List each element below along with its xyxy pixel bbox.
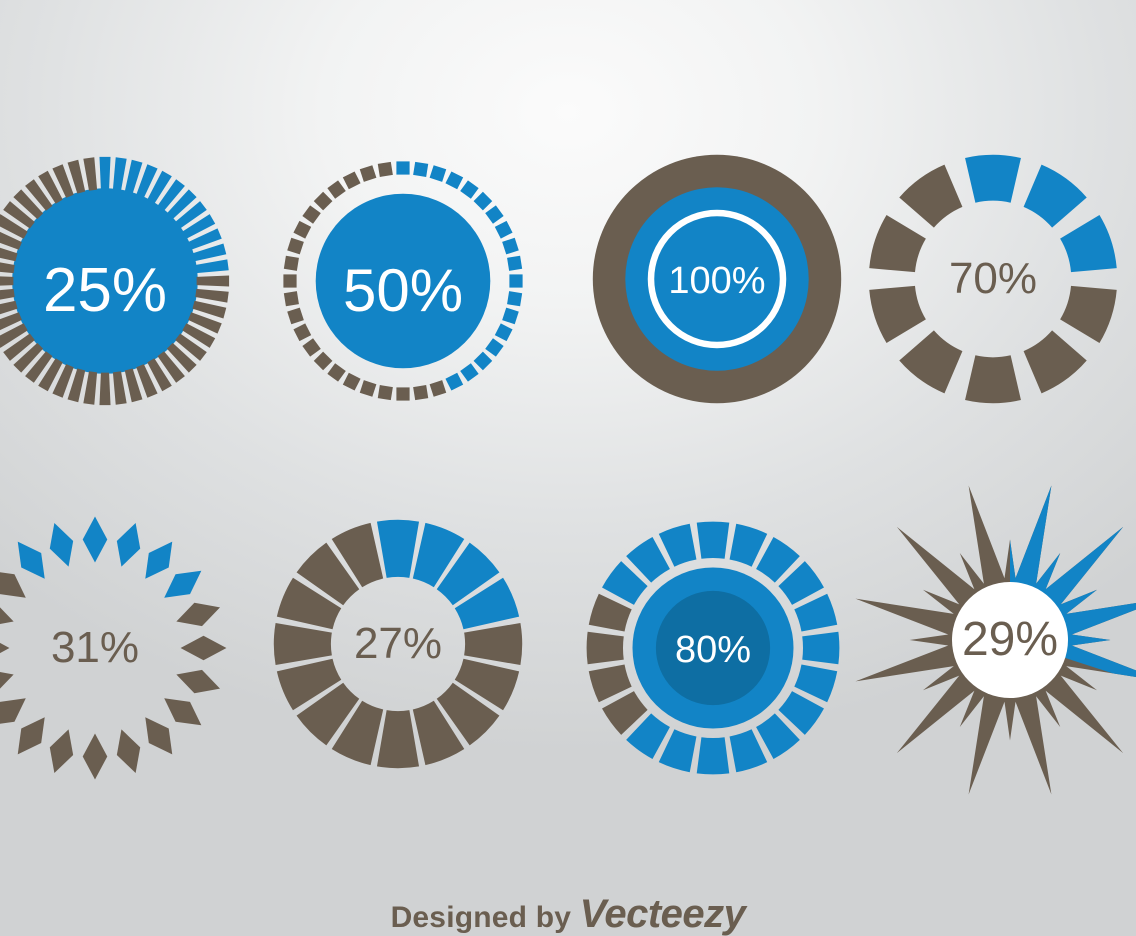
svg-text:29%: 29% [962, 613, 1058, 666]
svg-text:27%: 27% [354, 619, 442, 668]
svg-text:50%: 50% [343, 257, 463, 324]
svg-text:25%: 25% [43, 256, 167, 325]
svg-text:31%: 31% [51, 623, 139, 672]
svg-text:100%: 100% [668, 260, 765, 302]
svg-text:70%: 70% [949, 254, 1037, 303]
svg-text:80%: 80% [675, 629, 751, 671]
